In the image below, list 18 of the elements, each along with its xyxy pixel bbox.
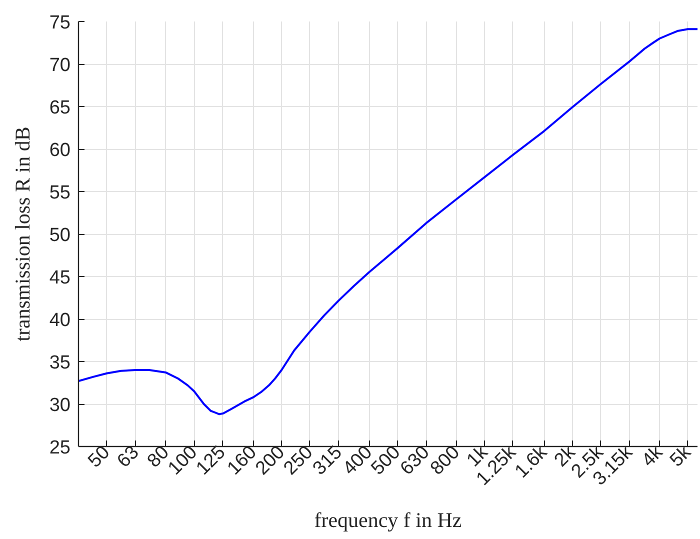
y-tick-label: 55 <box>49 182 71 204</box>
y-axis-title: transmission loss R in dB <box>10 126 34 342</box>
y-tick-label: 35 <box>49 352 71 374</box>
x-tick-label: 4k <box>638 442 668 472</box>
y-tick-label: 50 <box>49 225 71 246</box>
y-tick-label: 75 <box>49 12 71 34</box>
x-tick-label: 50 <box>84 442 114 472</box>
y-tick-label: 25 <box>49 438 71 458</box>
y-tick-label: 70 <box>49 55 71 76</box>
y-tick-label: 45 <box>49 268 71 288</box>
y-tick-label: 65 <box>49 98 71 118</box>
y-tick-label: 30 <box>49 395 71 416</box>
y-tick-label: 60 <box>49 140 71 161</box>
x-tick-label: 63 <box>113 442 144 472</box>
x-axis-title: frequency f in Hz <box>314 508 462 532</box>
y-tick-label: 40 <box>49 310 71 331</box>
x-tick-label: 5k <box>666 442 696 472</box>
x-tick-label: 800 <box>426 442 464 480</box>
